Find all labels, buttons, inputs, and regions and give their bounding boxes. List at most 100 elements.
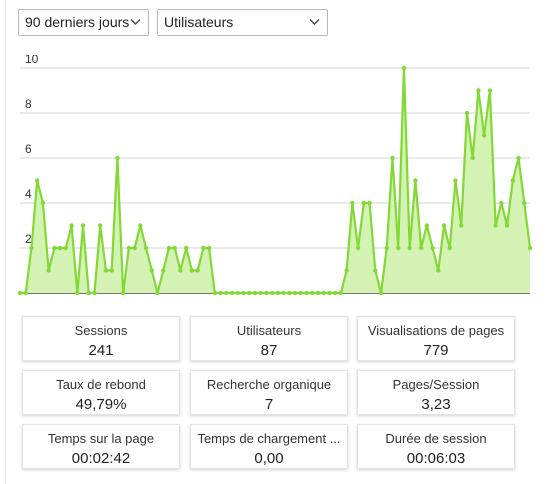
chart-point[interactable] bbox=[310, 290, 315, 296]
chart-point[interactable] bbox=[258, 290, 263, 296]
chart-point[interactable] bbox=[481, 133, 487, 138]
chart-point[interactable] bbox=[241, 290, 246, 296]
chart-point[interactable] bbox=[413, 178, 418, 183]
chart-point[interactable] bbox=[510, 178, 516, 183]
chart-point[interactable] bbox=[470, 155, 475, 161]
chart-point[interactable] bbox=[40, 200, 46, 206]
chart-point[interactable] bbox=[315, 290, 321, 296]
chart-point[interactable] bbox=[367, 200, 372, 206]
chart-point[interactable] bbox=[464, 110, 470, 116]
chart-point[interactable] bbox=[287, 290, 292, 296]
chart-point[interactable] bbox=[189, 268, 195, 273]
stat-card-pages-per-session[interactable]: Pages/Session 3,23 bbox=[357, 370, 515, 415]
stat-card-sessions[interactable]: Sessions 241 bbox=[22, 316, 180, 361]
chart-point[interactable] bbox=[269, 290, 275, 296]
chart-point[interactable] bbox=[430, 245, 435, 251]
chart-point[interactable] bbox=[115, 155, 120, 161]
chart-point[interactable] bbox=[384, 245, 389, 251]
chart-point[interactable] bbox=[396, 245, 401, 251]
chart-point[interactable] bbox=[80, 223, 86, 228]
stat-card-load-time[interactable]: Temps de chargement ... 0,00 bbox=[190, 424, 348, 469]
chart-point[interactable] bbox=[281, 290, 286, 296]
chart-point[interactable] bbox=[459, 223, 464, 228]
metric-select[interactable]: Utilisateurs bbox=[157, 9, 328, 36]
chart-point[interactable] bbox=[103, 268, 109, 273]
chart-point[interactable] bbox=[126, 245, 132, 251]
chart-point[interactable] bbox=[321, 290, 326, 296]
chart-point[interactable] bbox=[424, 223, 430, 228]
chart-point[interactable] bbox=[57, 245, 63, 251]
chart-point[interactable] bbox=[447, 245, 452, 251]
stat-card-pageviews[interactable]: Visualisations de pages 779 bbox=[357, 316, 515, 361]
chart-point[interactable] bbox=[229, 290, 235, 296]
chart-point[interactable] bbox=[17, 290, 23, 296]
chart-point[interactable] bbox=[298, 290, 303, 296]
stat-card-users[interactable]: Utilisateurs 87 bbox=[190, 316, 348, 361]
chart-point[interactable] bbox=[332, 290, 338, 296]
chart-point[interactable] bbox=[527, 245, 533, 251]
chart-point[interactable] bbox=[149, 268, 154, 273]
chart-point[interactable] bbox=[29, 245, 34, 251]
chart-point[interactable] bbox=[132, 245, 137, 251]
stat-card-session-duration[interactable]: Durée de session 00:06:03 bbox=[357, 424, 515, 469]
chart-point[interactable] bbox=[23, 290, 28, 296]
chart-point[interactable] bbox=[275, 290, 281, 296]
chart-point[interactable] bbox=[441, 223, 447, 228]
chart-point[interactable] bbox=[390, 155, 395, 161]
chart-point[interactable] bbox=[172, 245, 177, 251]
chart-point[interactable] bbox=[195, 268, 200, 273]
chart-point[interactable] bbox=[138, 223, 143, 228]
chart-point[interactable] bbox=[46, 268, 51, 273]
chart-point[interactable] bbox=[373, 268, 378, 273]
chart-point[interactable] bbox=[155, 290, 160, 296]
chart-point[interactable] bbox=[161, 268, 166, 273]
chart-point[interactable] bbox=[493, 223, 498, 228]
chart-point[interactable] bbox=[401, 65, 407, 71]
chart-point[interactable] bbox=[34, 178, 40, 183]
chart-point[interactable] bbox=[355, 245, 361, 251]
chart-point[interactable] bbox=[92, 290, 97, 296]
chart-point[interactable] bbox=[224, 290, 229, 296]
chart-point[interactable] bbox=[252, 290, 258, 296]
chart-point[interactable] bbox=[75, 290, 80, 296]
chart-point[interactable] bbox=[143, 245, 149, 251]
chart-point[interactable] bbox=[166, 245, 172, 251]
chart-point[interactable] bbox=[98, 223, 103, 228]
chart-point[interactable] bbox=[235, 290, 240, 296]
chart-point[interactable] bbox=[361, 200, 367, 206]
chart-point[interactable] bbox=[344, 268, 349, 273]
chart-point[interactable] bbox=[338, 290, 344, 296]
chart-point[interactable] bbox=[522, 200, 527, 206]
chart-point[interactable] bbox=[350, 200, 355, 206]
chart-point[interactable] bbox=[212, 290, 218, 296]
period-select[interactable]: 90 derniers jours bbox=[18, 9, 149, 36]
chart-point[interactable] bbox=[178, 268, 183, 273]
stat-card-time-on-page[interactable]: Temps sur la page 00:02:42 bbox=[22, 424, 180, 469]
chart-point[interactable] bbox=[264, 290, 269, 296]
chart-point[interactable] bbox=[516, 155, 521, 161]
chart-point[interactable] bbox=[304, 290, 309, 296]
chart-point[interactable] bbox=[63, 245, 69, 251]
chart-point[interactable] bbox=[327, 290, 332, 296]
chart-point[interactable] bbox=[218, 290, 223, 296]
chart-point[interactable] bbox=[206, 245, 212, 251]
chart-point[interactable] bbox=[504, 223, 510, 228]
chart-point[interactable] bbox=[183, 245, 189, 251]
chart-point[interactable] bbox=[378, 290, 384, 296]
chart-point[interactable] bbox=[499, 200, 504, 206]
chart-point[interactable] bbox=[86, 290, 91, 296]
chart-point[interactable] bbox=[69, 223, 74, 228]
chart-point[interactable] bbox=[120, 290, 126, 296]
chart-point[interactable] bbox=[247, 290, 252, 296]
chart-point[interactable] bbox=[418, 245, 424, 251]
chart-point[interactable] bbox=[436, 268, 441, 273]
chart-point[interactable] bbox=[476, 88, 481, 93]
chart-point[interactable] bbox=[201, 245, 206, 251]
chart-point[interactable] bbox=[487, 88, 493, 93]
chart-point[interactable] bbox=[109, 268, 114, 273]
chart-point[interactable] bbox=[292, 290, 298, 296]
stat-card-bounce-rate[interactable]: Taux de rebond 49,79% bbox=[22, 370, 180, 415]
stat-card-organic-search[interactable]: Recherche organique 7 bbox=[190, 370, 348, 415]
chart-point[interactable] bbox=[407, 245, 412, 251]
chart-point[interactable] bbox=[453, 178, 458, 183]
